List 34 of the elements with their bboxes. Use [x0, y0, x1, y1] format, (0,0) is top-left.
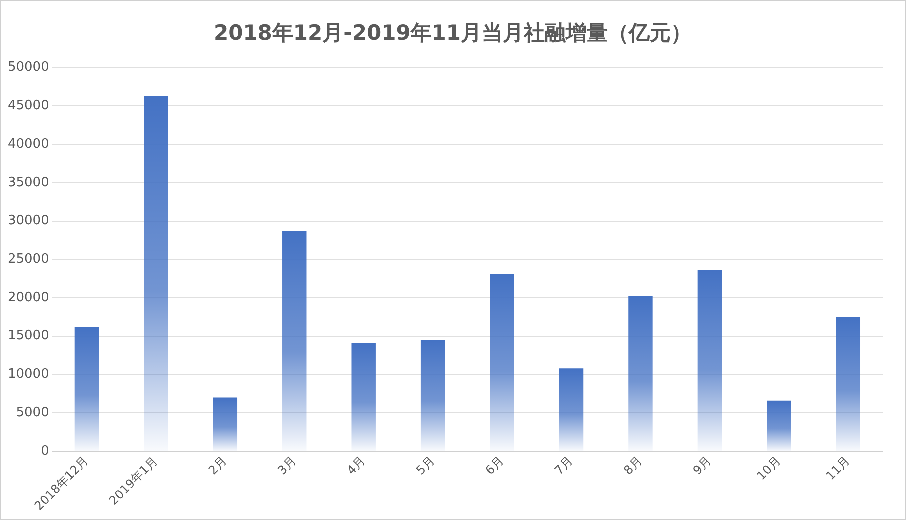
x-tick-label: 8月 — [621, 454, 646, 478]
x-tick-label: 9月 — [690, 454, 714, 478]
y-tick-label: 35000 — [8, 175, 50, 190]
x-tick-label: 11月 — [824, 454, 853, 484]
x-tick-label: 5月 — [414, 454, 438, 478]
x-tick-label: 7月 — [552, 454, 576, 478]
bar — [490, 274, 514, 451]
y-tick-label: 10000 — [8, 367, 50, 382]
bar — [282, 231, 307, 451]
y-tick-label: 0 — [41, 444, 50, 459]
y-tick-label: 50000 — [8, 60, 50, 76]
y-tick-label: 15000 — [8, 328, 50, 344]
y-tick-label: 40000 — [8, 136, 50, 152]
y-tick-label: 25000 — [8, 252, 50, 268]
x-tick-label: 6月 — [482, 454, 507, 478]
bar — [144, 96, 168, 451]
x-tick-label: 4月 — [344, 454, 368, 478]
y-tick-label: 20000 — [8, 290, 50, 306]
bar — [213, 398, 238, 451]
bar — [628, 296, 653, 451]
y-tick-label: 5000 — [16, 405, 50, 420]
chart-title: 2018年12月-2019年11月当月社融增量（亿元） — [212, 20, 694, 47]
y-tick-label: 30000 — [8, 214, 50, 229]
x-tick-label: 2月 — [206, 454, 230, 478]
x-tick-label: 10月 — [754, 454, 784, 484]
bar — [698, 270, 722, 451]
bar — [559, 368, 584, 451]
bar — [767, 400, 792, 451]
y-tick-label: 45000 — [8, 98, 50, 114]
bar — [836, 317, 861, 451]
bar — [352, 343, 376, 451]
x-tick-label: 3月 — [275, 454, 299, 478]
bar — [74, 327, 100, 451]
bar — [420, 340, 446, 451]
